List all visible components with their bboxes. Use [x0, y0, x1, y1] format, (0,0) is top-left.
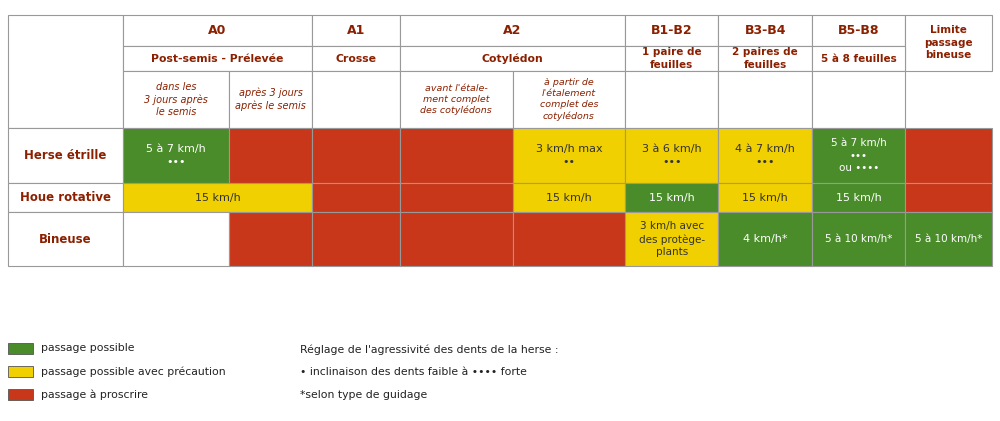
Bar	[229, 128, 312, 183]
Text: B1-B2: B1-B2	[651, 24, 693, 37]
Bar	[8, 343, 33, 354]
Text: 2 paires de
feuilles: 2 paires de feuilles	[732, 48, 798, 70]
Bar	[625, 213, 718, 266]
Bar	[8, 15, 123, 128]
Text: 4 à 7 km/h
•••: 4 à 7 km/h •••	[735, 144, 795, 167]
Bar	[513, 71, 625, 128]
Bar	[123, 46, 312, 71]
Text: 1 paire de
feuilles: 1 paire de feuilles	[642, 48, 702, 70]
Bar	[8, 128, 123, 183]
Bar	[400, 46, 625, 71]
Bar	[625, 128, 718, 183]
Text: A1: A1	[347, 24, 365, 37]
Text: B5-B8: B5-B8	[838, 24, 879, 37]
Bar	[513, 128, 625, 183]
Text: • inclinaison des dents faible à •••• forte: • inclinaison des dents faible à •••• fo…	[300, 367, 527, 377]
Text: 5 à 8 feuilles: 5 à 8 feuilles	[821, 53, 897, 64]
Bar	[812, 46, 905, 71]
Bar	[312, 46, 400, 71]
Bar	[905, 213, 992, 266]
Bar	[905, 15, 992, 71]
Text: 3 à 6 km/h
•••: 3 à 6 km/h •••	[642, 144, 702, 167]
Text: 15 km/h: 15 km/h	[649, 192, 695, 203]
Bar	[812, 15, 905, 46]
Bar	[625, 183, 718, 213]
Text: A2: A2	[503, 24, 521, 37]
Text: Cotylédon: Cotylédon	[481, 53, 543, 64]
Bar	[400, 213, 513, 266]
Bar	[718, 183, 812, 213]
Text: Réglage de l'agressivité des dents de la herse :: Réglage de l'agressivité des dents de la…	[300, 344, 558, 354]
Bar	[513, 183, 625, 213]
Text: 4 km/h*: 4 km/h*	[743, 234, 787, 244]
Text: B3-B4: B3-B4	[744, 24, 786, 37]
Text: 15 km/h: 15 km/h	[195, 192, 240, 203]
Text: Herse étrille: Herse étrille	[24, 149, 107, 162]
Bar	[123, 183, 312, 213]
Text: 15 km/h: 15 km/h	[836, 192, 882, 203]
Bar	[812, 128, 905, 183]
Text: Houe rotative: Houe rotative	[20, 191, 111, 204]
Bar	[400, 183, 513, 213]
Text: Limite
passage
bineuse: Limite passage bineuse	[924, 25, 973, 60]
Bar	[400, 71, 513, 128]
Bar	[718, 15, 812, 46]
Bar	[812, 213, 905, 266]
Bar	[718, 46, 812, 71]
Bar	[229, 213, 312, 266]
Bar	[513, 213, 625, 266]
Text: Post-semis - Prélevée: Post-semis - Prélevée	[151, 53, 284, 64]
Bar	[718, 128, 812, 183]
Bar	[905, 183, 992, 213]
Text: dans les
3 jours après
le semis: dans les 3 jours après le semis	[144, 82, 208, 117]
Text: 3 km/h max
••: 3 km/h max ••	[536, 144, 602, 167]
Bar	[625, 46, 718, 71]
Text: 5 à 7 km/h
•••
ou ••••: 5 à 7 km/h ••• ou ••••	[831, 138, 887, 173]
Bar	[123, 15, 312, 46]
Bar	[812, 71, 905, 128]
Text: A0: A0	[208, 24, 227, 37]
Text: Crosse: Crosse	[335, 53, 376, 64]
Bar	[905, 128, 992, 183]
Bar	[8, 213, 123, 266]
Bar	[400, 15, 625, 46]
Bar	[8, 389, 33, 400]
Bar	[400, 128, 513, 183]
Bar	[718, 213, 812, 266]
Text: à partir de
l'étalement
complet des
cotylédons: à partir de l'étalement complet des coty…	[540, 78, 598, 121]
Bar	[312, 183, 400, 213]
Text: avant l'étale-
ment complet
des cotylédons: avant l'étale- ment complet des cotylédo…	[420, 84, 492, 115]
Bar	[123, 128, 229, 183]
Text: *selon type de guidage: *selon type de guidage	[300, 391, 427, 400]
Bar	[312, 128, 400, 183]
Text: 5 à 10 km/h*: 5 à 10 km/h*	[915, 234, 982, 244]
Text: 15 km/h: 15 km/h	[742, 192, 788, 203]
Text: passage possible avec précaution: passage possible avec précaution	[41, 366, 226, 377]
Text: passage à proscrire: passage à proscrire	[41, 389, 148, 400]
Bar	[312, 71, 400, 128]
Text: 15 km/h: 15 km/h	[546, 192, 592, 203]
Bar	[625, 15, 718, 46]
Bar	[312, 15, 400, 46]
Text: 5 à 10 km/h*: 5 à 10 km/h*	[825, 234, 892, 244]
Bar	[312, 213, 400, 266]
Bar	[8, 366, 33, 377]
Bar	[718, 71, 812, 128]
Text: Bineuse: Bineuse	[39, 233, 92, 246]
Text: 5 à 7 km/h
•••: 5 à 7 km/h •••	[146, 144, 206, 167]
Text: 3 km/h avec
des protège-
plants: 3 km/h avec des protège- plants	[639, 221, 705, 257]
Bar	[229, 71, 312, 128]
Text: passage possible: passage possible	[41, 344, 134, 353]
Bar	[123, 71, 229, 128]
Bar	[123, 213, 229, 266]
Text: après 3 jours
après le semis: après 3 jours après le semis	[235, 88, 306, 111]
Bar	[625, 71, 718, 128]
Bar	[8, 183, 123, 213]
Bar	[812, 183, 905, 213]
